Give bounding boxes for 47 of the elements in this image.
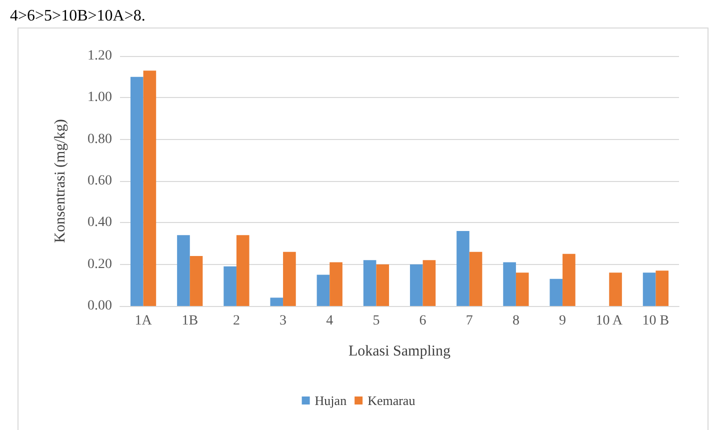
bar: [316, 274, 330, 306]
y-tick-label: 0.40: [88, 215, 112, 230]
y-tick-label: 0.20: [88, 256, 112, 272]
bar: [236, 235, 250, 306]
bar: [422, 260, 436, 306]
bar: [270, 298, 284, 306]
bar: [656, 270, 669, 306]
y-tick-label: 0.80: [88, 132, 112, 147]
x-tick-label: 4: [326, 314, 334, 328]
y-axis-title: Konsentrasi (mg/kg): [52, 119, 68, 243]
x-tick-label: 6: [419, 314, 426, 328]
y-tick-label: 0.00: [88, 298, 112, 314]
y-tick-label: 1.20: [88, 48, 112, 64]
bar: [130, 76, 144, 306]
x-tick-label: 1B: [182, 314, 198, 328]
x-axis-title: Lokasi Sampling: [348, 344, 452, 360]
bar: [456, 231, 470, 306]
legend-label: Kemarau: [368, 393, 416, 408]
x-tick-label: 8: [512, 314, 520, 328]
y-tick-label: 0.60: [88, 174, 112, 188]
bar: [283, 252, 296, 306]
bar: [330, 262, 342, 306]
bar: [562, 254, 576, 306]
legend-label: Hujan: [314, 393, 348, 408]
x-tick-label: 1A: [134, 314, 153, 328]
bar: [469, 252, 482, 306]
y-tick-label: 1.00: [88, 90, 112, 106]
x-tick-label: 2: [232, 314, 240, 328]
x-tick-label: 10 B: [642, 314, 670, 328]
bar: [376, 264, 390, 306]
bar: [224, 266, 236, 306]
bar: [143, 70, 156, 306]
x-tick-label: 5: [372, 314, 380, 328]
bar: [503, 262, 516, 306]
bar: [609, 272, 622, 306]
x-tick-label: 9: [559, 314, 566, 328]
x-tick-label: 7: [466, 314, 473, 328]
x-tick-label: 3: [280, 314, 287, 328]
x-tick-label: 10 A: [596, 314, 624, 328]
bar: [177, 235, 190, 306]
bar: [410, 264, 423, 306]
bar: [642, 272, 656, 306]
bar: [363, 260, 376, 306]
bar: [550, 278, 563, 306]
bar: [190, 256, 203, 306]
text: 4>6>5>10B>10A>8.: [10, 8, 146, 24]
bar: [516, 272, 529, 306]
